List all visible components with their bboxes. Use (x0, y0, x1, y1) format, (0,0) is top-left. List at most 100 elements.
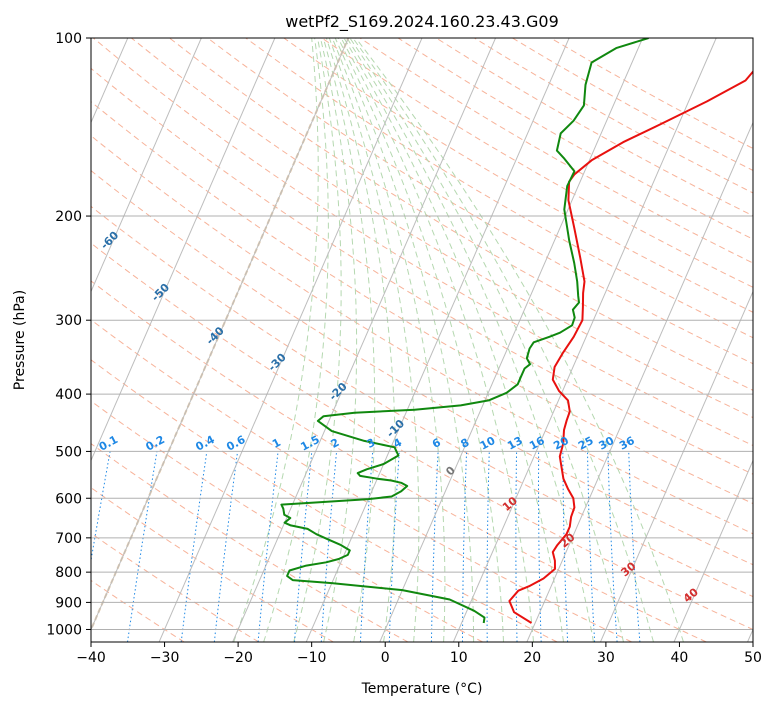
moist-adiabat-line (340, 38, 534, 642)
dry-adiabat-line (207, 38, 753, 365)
y-tick-label: 500 (55, 444, 82, 460)
moist-adiabat-line (334, 38, 475, 642)
mixing-ratio-label: 30 (597, 434, 617, 453)
mixing-ratio-label: 2 (329, 436, 342, 451)
dry-adiabat-line (397, 38, 753, 240)
mixing-ratio-label: 36 (617, 434, 637, 453)
x-tick-label: 10 (450, 650, 468, 666)
x-tick-label: 0 (381, 650, 390, 666)
grid (91, 38, 753, 642)
moist-adiabat-label: 20 (558, 530, 578, 550)
moist-adiabat-line (349, 38, 624, 642)
dry-adiabat-line (550, 38, 753, 149)
dry-adiabat-line (245, 38, 753, 339)
isotherm-line (379, 38, 644, 642)
moist-adiabat-label: 10 (500, 494, 520, 514)
moist-adiabat-line (320, 38, 358, 642)
moist-adiabat-line (346, 38, 594, 642)
dry-adiabat-label: -10 (384, 417, 407, 440)
line-labels: 0.1 0.2 0.4 0.6 1 1.5 2 3 4 6 8 10 13 16 20 25 30 36-60-5… (97, 229, 701, 606)
dry-adiabat-label: -30 (266, 351, 289, 374)
dry-adiabat-line (131, 38, 753, 419)
mixing-ratio-label: 10 (478, 434, 498, 453)
mixing-ratio-line (430, 451, 439, 642)
mixing-ratio-label: 13 (505, 434, 525, 453)
mixing-ratio-label: 0.4 (193, 433, 217, 454)
dry-adiabat-line (91, 487, 334, 642)
x-tick-label: −10 (297, 650, 327, 666)
dry-adiabat-line (512, 38, 753, 172)
isotherm-line (673, 459, 753, 642)
mixing-ratio-label: 1.5 (298, 433, 321, 454)
mixing-ratio-line (359, 451, 374, 642)
x-axis-label: Temperature (°C) (361, 681, 483, 697)
x-tick-label: 50 (744, 650, 762, 666)
mixing-ratio-label: 0.2 (144, 433, 167, 454)
isotherm-line (158, 38, 423, 642)
plot-frame (90, 37, 754, 643)
dry-adiabat-line (91, 242, 753, 631)
y-tick-label: 800 (55, 565, 82, 581)
dry-adiabat-line (91, 101, 753, 505)
x-tick-label: −30 (150, 650, 180, 666)
mixing-ratio-label: 1 (270, 436, 283, 451)
x-tick-label: 20 (523, 650, 541, 666)
dry-adiabat-line (91, 400, 483, 642)
dry-adiabat-line (91, 359, 558, 642)
mixing-ratio-label: 16 (527, 434, 547, 453)
moist-adiabat-line (233, 38, 319, 642)
dry-adiabat-line (91, 443, 409, 642)
y-tick-label: 100 (55, 31, 82, 47)
mixing-ratio-line (587, 451, 596, 642)
moist-adiabat-line (322, 38, 376, 642)
isotherm-line (526, 121, 753, 642)
moist-adiabat-line (337, 38, 504, 642)
mixing-ratio-line (486, 451, 490, 642)
profile-line-1 (280, 38, 649, 624)
moist-adiabat-line (328, 38, 420, 642)
y-tick-label: 1000 (46, 623, 82, 639)
isotherm-line (305, 38, 570, 642)
moist-adiabat-line (293, 38, 342, 642)
dry-adiabat-line (91, 319, 632, 642)
y-tick-label: 300 (55, 313, 82, 329)
isotherm-line (599, 290, 753, 642)
dry-adiabat-line (474, 38, 753, 194)
y-tick-label: 700 (55, 531, 82, 547)
dry-adiabat-line (91, 67, 753, 475)
series-group (280, 38, 753, 624)
moist-adiabat-line (331, 38, 446, 642)
y-tick-label: 200 (55, 209, 82, 225)
isotherm-line (91, 38, 349, 631)
dry-adiabat-label: -60 (98, 229, 121, 252)
dry-adiabat-line (169, 38, 753, 391)
y-axis: 100 200 300 400 500 600 700 800 900 1000 (46, 31, 91, 639)
moist-adiabat-line (355, 38, 684, 642)
x-tick-label: 40 (670, 650, 688, 666)
isotherm-line (91, 38, 202, 293)
mixing-ratio-label: 20 (551, 434, 571, 453)
moist-adiabat-line (325, 38, 396, 642)
mixing-ratio-line (180, 451, 208, 642)
mixing-ratio-line (213, 451, 239, 642)
y-tick-label: 400 (55, 387, 82, 403)
mixing-ratio-label: 6 (430, 436, 443, 451)
mixing-ratio-line (628, 451, 641, 642)
y-tick-label: 900 (55, 595, 82, 611)
profile-line-0 (508, 70, 753, 624)
dry-adiabat-line (91, 135, 753, 535)
isotherm-line (232, 38, 497, 642)
isotherm-line (91, 38, 276, 462)
moist-adiabat-line (263, 38, 329, 642)
chart-title: wetPf2_S169.2024.160.23.43.G09 (285, 12, 559, 32)
mixing-ratio-line (257, 451, 279, 642)
moist-adiabat-line (352, 38, 654, 642)
mixing-ratio-label: 25 (576, 434, 596, 453)
mixing-ratio-label: 0.1 (97, 433, 120, 454)
dry-adiabat-line (91, 280, 707, 642)
dry-adiabat-line (91, 205, 753, 598)
x-tick-label: −40 (76, 650, 106, 666)
dry-adiabat-label: -50 (149, 281, 172, 304)
moist-adiabat-line (343, 38, 564, 642)
